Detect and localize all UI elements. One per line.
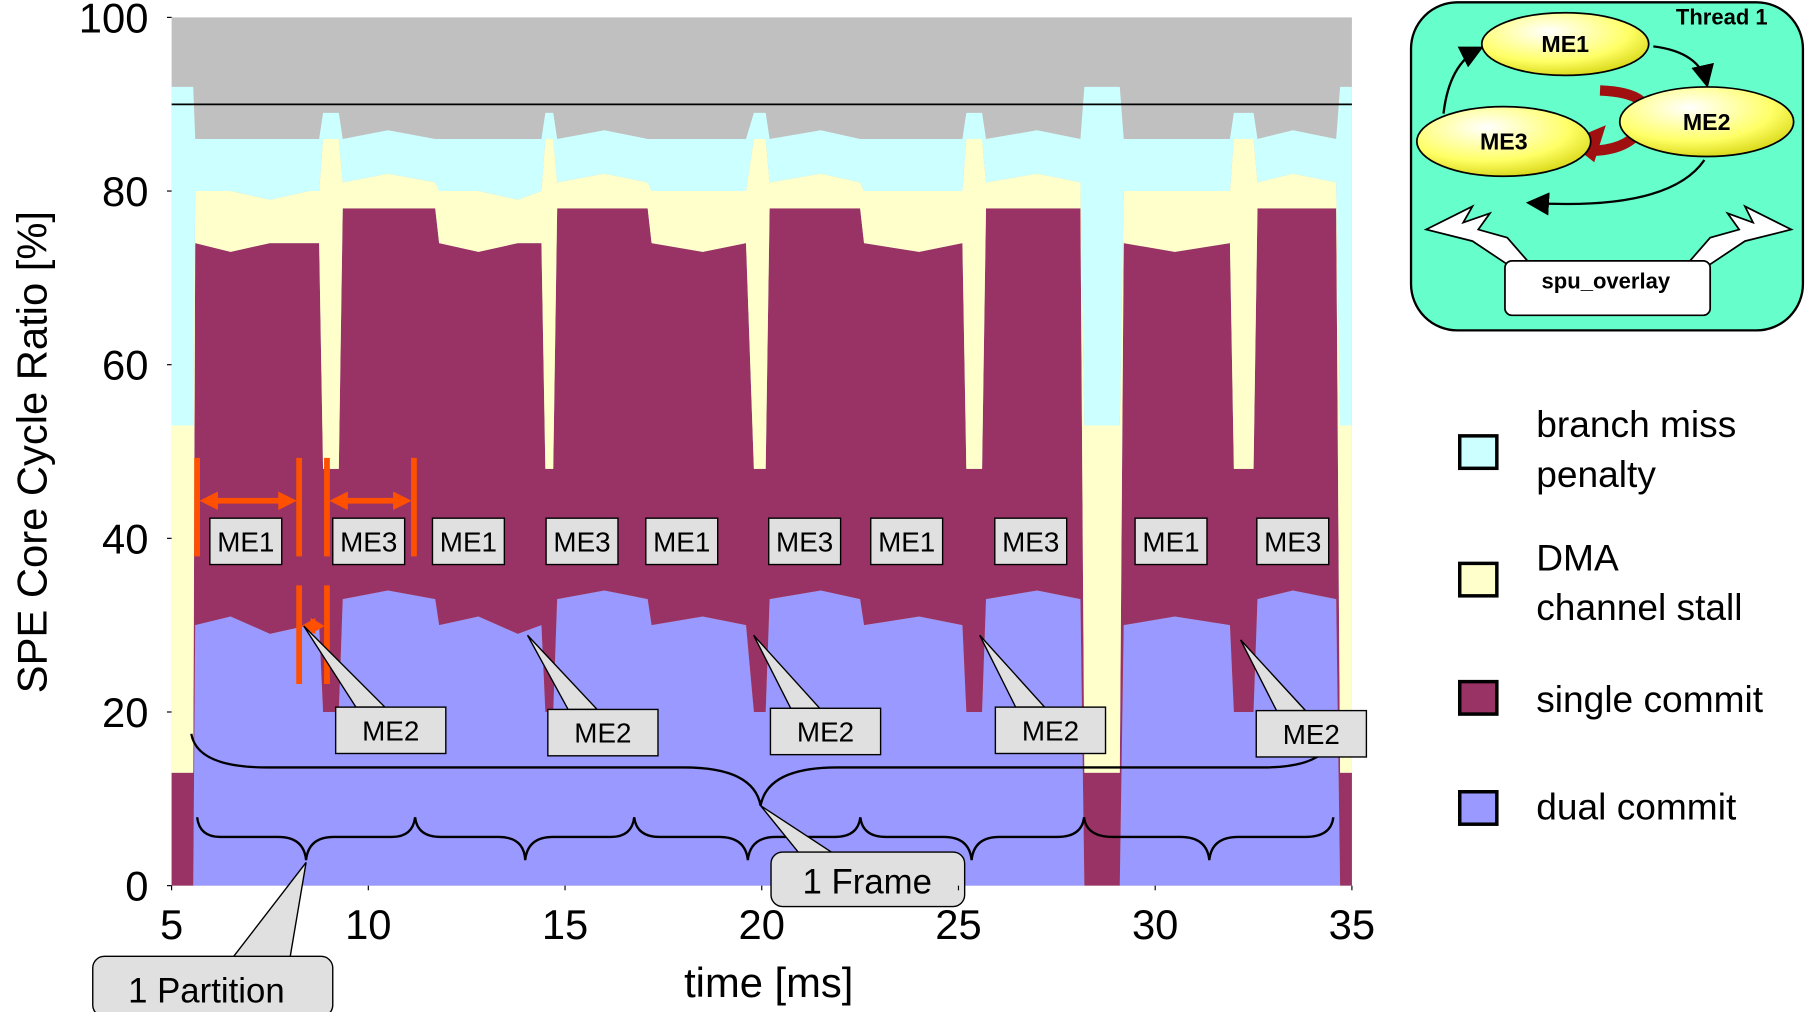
phase-label-box — [645, 517, 719, 566]
y-tick-label: 0 — [125, 863, 148, 910]
legend-entry: single commit — [1536, 678, 1764, 720]
phase-label: ME3 — [1264, 526, 1321, 557]
legend-entry: dual commit — [1536, 785, 1737, 828]
partition-label: 1 Partition — [128, 973, 285, 1011]
node-label: ME2 — [1683, 109, 1731, 135]
phase-label: ME1 — [440, 526, 497, 557]
legend-swatch — [1457, 790, 1499, 826]
legend-label: dual commit — [1536, 785, 1737, 828]
x-tick-label: 25 — [935, 901, 981, 948]
y-axis-label: SPE Core Cycle Ratio [%] — [8, 211, 55, 693]
phase-label-box — [332, 517, 406, 566]
legend-label: DMA channel stall — [1536, 536, 1743, 629]
areas — [171, 86, 1352, 886]
callout-label-box — [994, 706, 1107, 755]
x-axis-label: time [ms] — [684, 959, 853, 1006]
callout-label: ME2 — [362, 715, 419, 746]
y-tick-label: 40 — [102, 515, 148, 562]
callout-label: ME2 — [574, 718, 631, 749]
y-tick-label: 20 — [102, 689, 148, 736]
partition-markers — [194, 457, 417, 684]
x-tick-label: 10 — [345, 901, 391, 948]
thread-diagram: Thread 1 ME1 ME2 ME3 spu_overlay — [1409, 1, 1805, 332]
callout-label-box — [1255, 709, 1368, 758]
legend-label: branch miss penalty — [1536, 403, 1737, 495]
node-label: ME1 — [1541, 31, 1589, 57]
callout-label: ME2 — [1283, 719, 1340, 750]
phase-label: ME3 — [340, 526, 397, 557]
area — [171, 86, 1352, 426]
phase-label: ME1 — [653, 526, 710, 557]
y-tick-label: 60 — [102, 342, 148, 389]
phase-label-box — [431, 517, 506, 566]
phase-label: ME3 — [776, 526, 833, 557]
area — [171, 138, 1352, 773]
partition-box — [92, 955, 334, 1012]
y-tick-label: 100 — [79, 0, 149, 41]
phase-label-box — [1256, 517, 1330, 566]
phase-label-box — [1134, 517, 1208, 566]
phase-label-box — [209, 517, 283, 566]
area — [171, 590, 1352, 886]
x-tick-label: 15 — [542, 901, 588, 948]
frame-label: 1 Frame — [803, 864, 932, 902]
legend-swatch — [1457, 434, 1499, 471]
frame-box — [770, 851, 966, 908]
phase-label: ME3 — [1002, 526, 1059, 557]
x-tick-label: 5 — [160, 901, 183, 948]
phase-label-box — [994, 517, 1068, 566]
legend-swatch — [1457, 561, 1499, 598]
callout-label-box — [547, 708, 659, 757]
callout-label: ME2 — [1022, 715, 1079, 746]
phase-label: ME3 — [553, 526, 610, 557]
legend-swatch — [1457, 679, 1499, 716]
legend-label: single commit — [1536, 678, 1764, 720]
x-tick-label: 30 — [1132, 901, 1178, 948]
callout-label: ME2 — [797, 716, 854, 747]
phase-label-box — [545, 517, 619, 566]
phase-label: ME1 — [878, 526, 935, 557]
callout-label-box — [334, 706, 447, 755]
legend-entry: DMA channel stall — [1536, 536, 1743, 629]
legend-entry: branch miss penalty — [1536, 403, 1737, 495]
phase-label-box — [768, 517, 842, 566]
phase-label: ME1 — [1142, 526, 1199, 557]
x-tick-label: 20 — [739, 901, 785, 948]
diagram-title: Thread 1 — [1676, 4, 1768, 29]
area — [171, 208, 1352, 886]
x-tick-label: 35 — [1329, 901, 1375, 948]
callout-label-box — [769, 707, 882, 756]
annotations: ME1 ME3 ME1 ME3 ME1 ME3 ME1 ME3 ME1 ME3 ME2 ME2 ME2 M… — [92, 517, 1368, 1012]
overlay-label: spu_overlay — [1541, 270, 1671, 295]
phase-label: ME1 — [217, 526, 274, 557]
y-tick-label: 80 — [102, 168, 148, 215]
node-label: ME3 — [1480, 129, 1528, 155]
phase-label-box — [870, 517, 944, 566]
legend: branch miss penalty DMA channel stall sing… — [1457, 403, 1764, 828]
